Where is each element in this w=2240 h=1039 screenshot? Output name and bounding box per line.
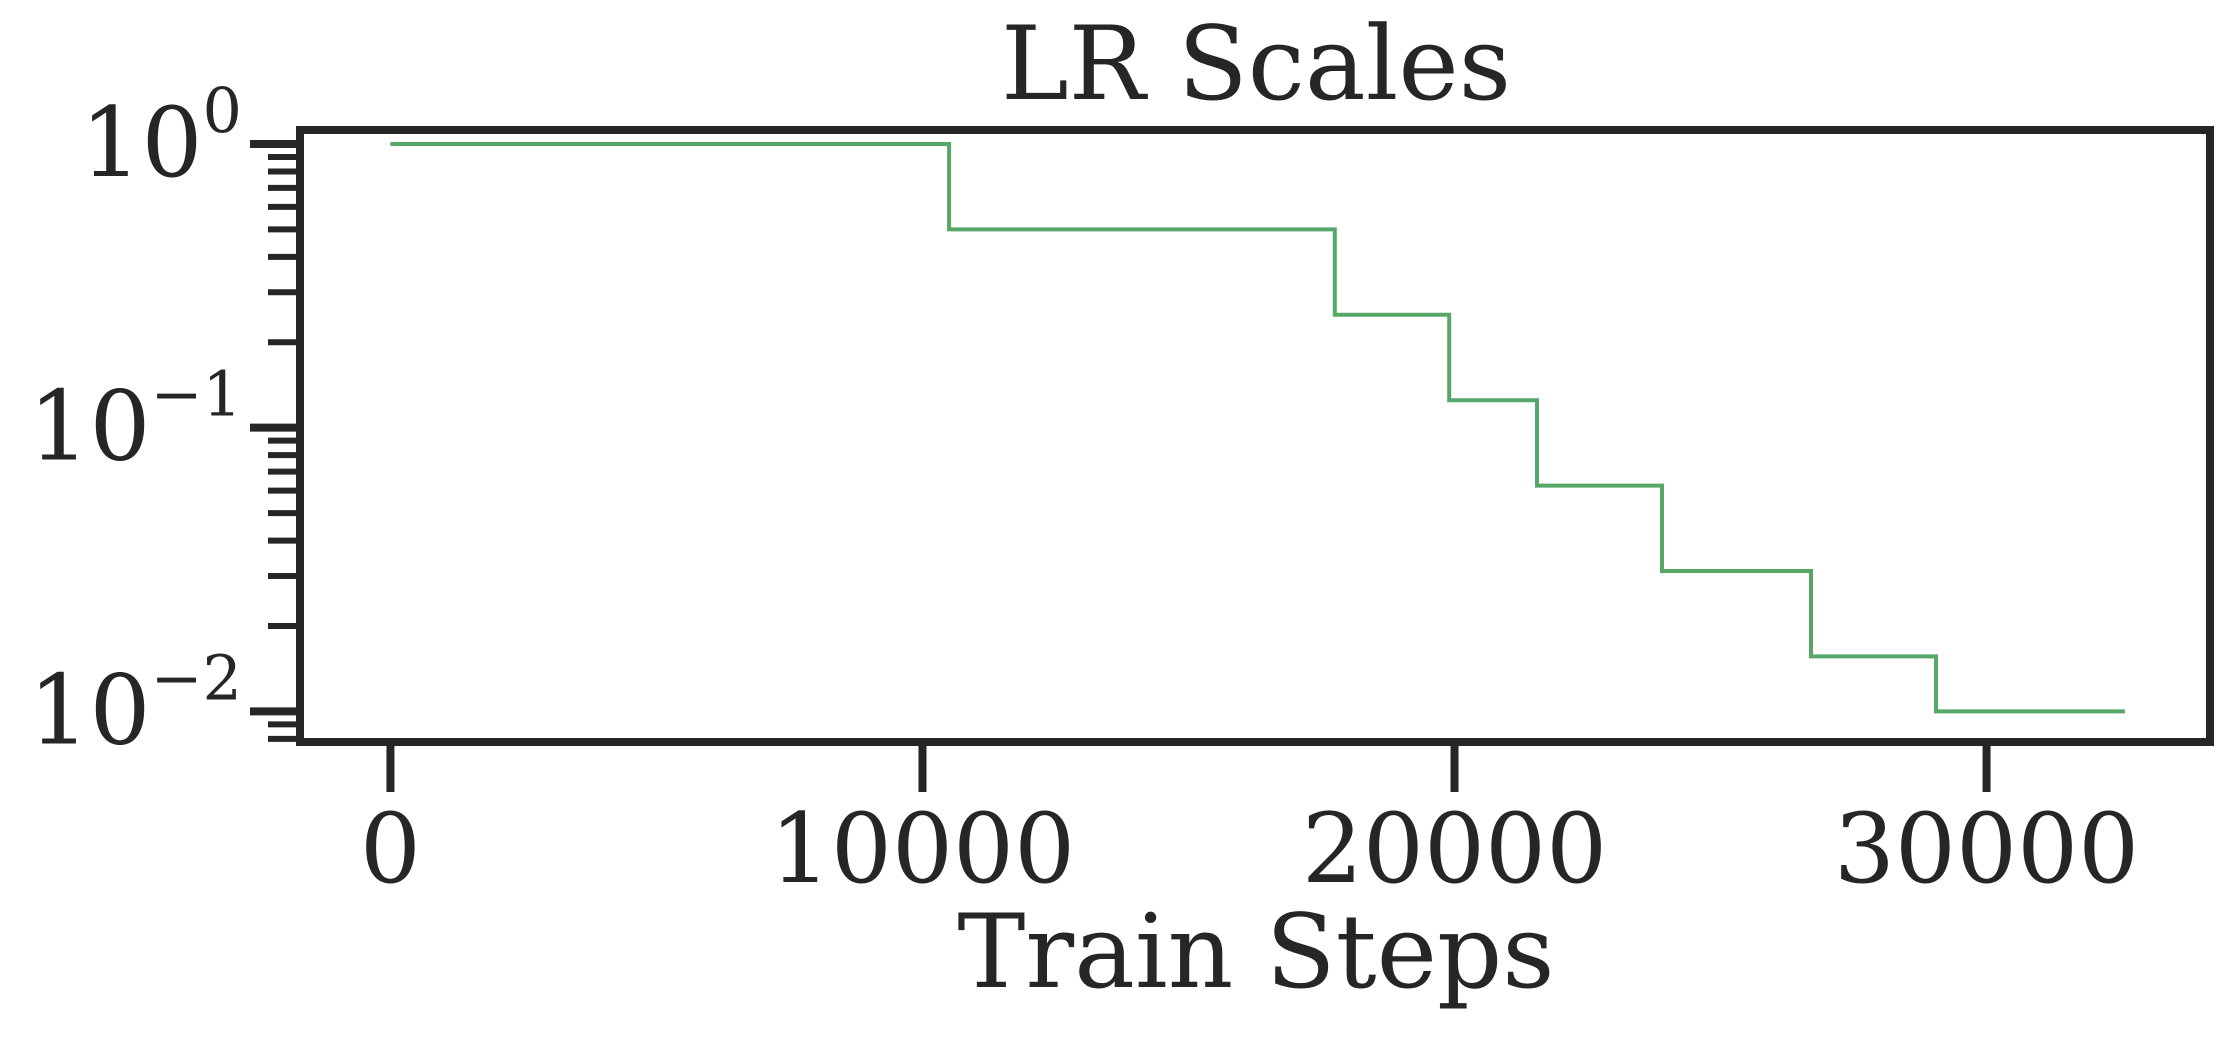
x-tick-label: 20000 bbox=[1302, 793, 1607, 905]
series-line bbox=[390, 142, 2125, 714]
y-tick-label-base: 10 bbox=[28, 654, 150, 766]
series-layer bbox=[390, 142, 2125, 714]
y-tick-label: 100 bbox=[80, 74, 242, 199]
y-tick-label-base: 10 bbox=[80, 87, 202, 199]
y-tick-label-exponent: −2 bbox=[151, 641, 242, 714]
y-tick-label-exponent: 0 bbox=[203, 74, 242, 147]
plot-area bbox=[296, 126, 2214, 746]
y-tick-label-exponent: −1 bbox=[151, 358, 242, 431]
y-tick-label-base: 10 bbox=[28, 371, 150, 483]
y-minor-ticks bbox=[268, 153, 300, 742]
y-tick-label: 10−1 bbox=[28, 358, 242, 483]
x-tick-label: 0 bbox=[360, 793, 421, 905]
x-tick-label: 30000 bbox=[1834, 793, 2139, 905]
chart-title: LR Scales bbox=[1001, 5, 1511, 124]
plot-frame bbox=[296, 126, 2214, 746]
y-tick-label: 10−2 bbox=[28, 641, 242, 766]
x-tick-label: 10000 bbox=[770, 793, 1075, 905]
x-ticks: 0 10000 20000 30000 bbox=[360, 742, 2139, 905]
x-axis-label: Train Steps bbox=[957, 893, 1554, 1012]
